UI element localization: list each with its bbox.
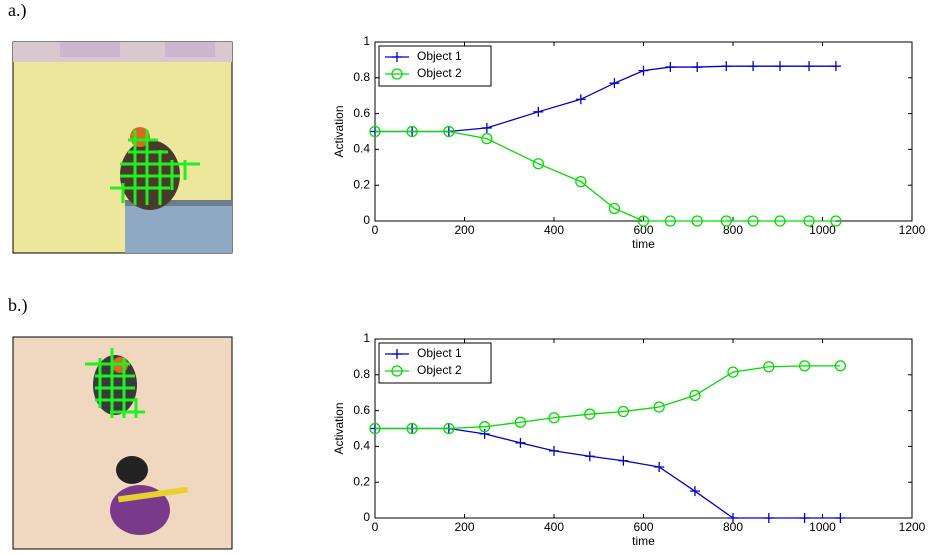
legend-label: Object 1 [417, 49, 462, 63]
photo-b [13, 337, 232, 549]
x-tick-label: 200 [454, 520, 474, 534]
x-axis-label: time [632, 534, 655, 548]
y-tick-label: 0.8 [353, 70, 370, 84]
x-tick-label: 600 [633, 520, 653, 534]
y-tick-label: 0.2 [353, 474, 370, 488]
panel-label: a.) [8, 0, 26, 21]
y-axis-label: Activation [332, 402, 346, 454]
x-tick-label: 800 [723, 223, 743, 237]
x-tick-label: 1000 [809, 223, 836, 237]
y-tick-label: 0 [363, 213, 370, 227]
x-tick-label: 400 [544, 520, 564, 534]
figure: a.) b.) 02004006008001000120000.20.40.60… [0, 0, 930, 554]
y-tick-label: 0.4 [353, 142, 370, 156]
x-axis-label: time [632, 237, 655, 251]
x-tick-label: 1200 [899, 223, 926, 237]
photo-a [13, 42, 232, 253]
x-tick-label: 1200 [899, 520, 926, 534]
y-axis-label: Activation [332, 105, 346, 157]
y-tick-label: 1 [363, 331, 370, 345]
x-tick-label: 1000 [809, 520, 836, 534]
panel-label: b.) [8, 295, 28, 316]
y-tick-label: 0.2 [353, 177, 370, 191]
x-tick-label: 0 [372, 223, 379, 237]
x-tick-label: 200 [454, 223, 474, 237]
legend-label: Object 2 [417, 66, 462, 80]
y-tick-label: 0 [363, 510, 370, 524]
y-tick-label: 1 [363, 34, 370, 48]
x-tick-label: 0 [372, 520, 379, 534]
legend-label: Object 1 [417, 346, 462, 360]
legend-label: Object 2 [417, 363, 462, 377]
y-tick-label: 0.6 [353, 403, 370, 417]
x-tick-label: 600 [633, 223, 653, 237]
y-tick-label: 0.4 [353, 439, 370, 453]
y-tick-label: 0.6 [353, 106, 370, 120]
y-tick-label: 0.8 [353, 367, 370, 381]
x-tick-label: 400 [544, 223, 564, 237]
